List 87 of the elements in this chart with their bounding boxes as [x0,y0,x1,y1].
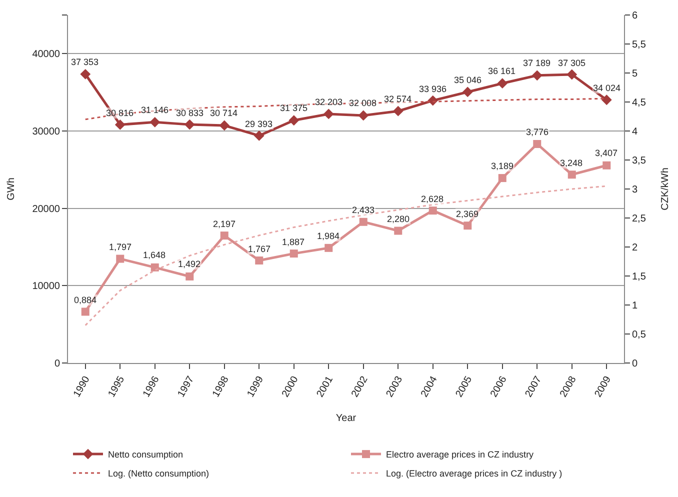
point [497,78,508,89]
point [324,244,333,252]
y2-tick-label: 0,5 [632,330,646,340]
x-axis-title: Year [336,412,357,424]
point [255,256,264,265]
data-label: 35 046 [454,75,482,85]
y-tick-label: 20000 [32,204,60,215]
point [462,86,473,98]
data-label: 1,648 [143,250,166,260]
data-label: 32 203 [315,97,343,107]
data-label: 3,189 [491,161,514,171]
y-tick-label: 30000 [32,126,60,138]
point [220,232,228,240]
data-label: 32 008 [349,98,377,108]
point [288,115,300,126]
point [80,68,91,80]
data-label: 3,248 [560,158,583,168]
data-label: 37 353 [71,57,99,67]
data-label: 31 146 [141,105,169,115]
y2-tick-label: 5,5 [632,40,646,50]
point [392,106,404,116]
point [219,120,230,131]
point [81,308,90,316]
y2-tick-label: 1,5 [632,272,646,282]
point [359,218,368,226]
point [533,140,542,148]
point [323,108,334,120]
data-label: 2,280 [387,214,410,224]
point [150,116,160,128]
y2-tick-label: 3 [632,184,638,196]
y-tick-label: 0 [54,358,60,370]
point [290,250,298,258]
point [602,161,611,170]
data-label: 37 189 [523,58,551,68]
data-label: 31 375 [280,103,308,113]
y2-tick-label: 5 [632,68,638,80]
data-label: 2,433 [352,205,375,215]
y2-tick-label: 4 [632,126,638,138]
point [114,119,126,130]
data-label: 33 936 [419,84,447,94]
legend-label: Log. (Electro average prices in CZ industry ) [386,468,562,479]
data-label: 36 161 [488,66,516,76]
data-label: 2,628 [421,194,444,204]
data-label: 29 393 [245,119,273,129]
point [150,263,159,272]
y-axis-title: GWh [6,178,18,200]
data-label: 3,407 [595,148,618,158]
point [184,119,195,130]
data-label: 1,492 [178,259,201,269]
point [566,69,578,80]
legend-label: Log. (Netto consumption) [108,468,210,479]
y-tick-label: 40000 [32,49,60,60]
point [186,272,194,280]
point [428,206,437,215]
legend-label: Electro average prices in CZ industry [386,450,534,460]
data-label: 0,884 [74,295,97,305]
point [532,70,542,81]
y2-tick-label: 4,5 [632,98,646,108]
point [254,130,264,141]
legend-label: Netto consumption [108,450,184,460]
point [601,94,612,106]
data-label: 1,887 [282,237,305,247]
data-label: 1,767 [248,244,271,254]
data-label: 1,984 [317,231,340,241]
data-label: 1,797 [109,242,132,252]
data-label: 34 024 [593,83,621,93]
y2-tick-label: 2 [632,242,638,254]
point [394,226,402,235]
data-label: 2,369 [456,209,479,219]
y2-tick-label: 6 [632,10,638,22]
point [116,254,124,263]
y-tick-label: 10000 [32,281,60,292]
data-label: 37 305 [558,58,586,68]
point [464,222,472,230]
y2-tick-label: 0 [632,358,638,370]
point [498,174,506,182]
y2-tick-label: 2,5 [632,214,646,224]
data-label: 3,776 [526,127,549,137]
data-label: 30 714 [210,108,238,118]
point [568,170,576,179]
data-label: 30 833 [176,108,204,118]
y2-tick-label: 1 [632,300,638,312]
data-label: 32 574 [384,94,412,104]
y2-axis-title: CZK/kWh [660,168,671,210]
data-label: 2,197 [213,219,236,229]
y2-tick-label: 3,5 [632,156,646,166]
point [358,110,369,121]
